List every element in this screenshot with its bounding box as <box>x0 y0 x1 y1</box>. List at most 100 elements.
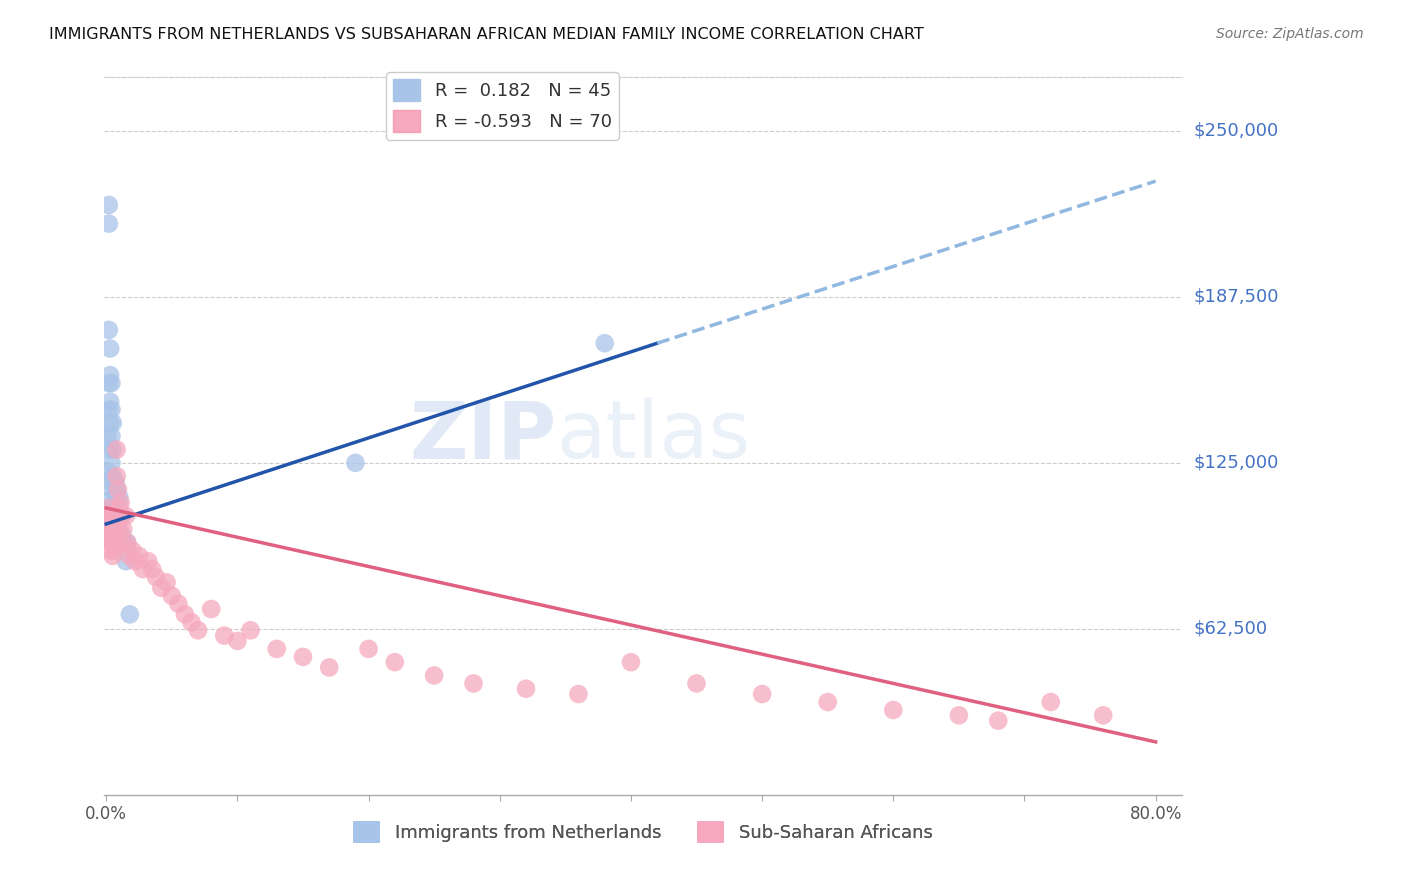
Point <box>463 676 485 690</box>
Point <box>100 429 122 443</box>
Point <box>187 624 209 638</box>
Point <box>291 649 314 664</box>
Point <box>97 198 120 212</box>
Point <box>115 508 138 523</box>
Point <box>107 496 129 510</box>
Point <box>423 668 446 682</box>
Text: atlas: atlas <box>557 397 751 475</box>
Text: Source: ZipAtlas.com: Source: ZipAtlas.com <box>1216 27 1364 41</box>
Point <box>97 516 120 531</box>
Point <box>101 469 124 483</box>
Point <box>987 714 1010 728</box>
Point <box>105 469 128 483</box>
Point <box>100 535 122 549</box>
Point <box>100 456 122 470</box>
Point <box>107 522 129 536</box>
Point <box>239 624 262 638</box>
Point <box>100 508 122 523</box>
Point <box>105 522 128 536</box>
Point <box>1039 695 1062 709</box>
Point <box>620 655 643 669</box>
Point <box>948 708 970 723</box>
Point <box>108 491 131 505</box>
Point <box>118 549 141 563</box>
Point <box>97 376 120 390</box>
Point <box>118 607 141 622</box>
Point <box>108 522 131 536</box>
Point <box>882 703 904 717</box>
Point <box>150 581 173 595</box>
Point <box>200 602 222 616</box>
Point <box>226 634 249 648</box>
Point <box>115 535 138 549</box>
Point <box>101 416 124 430</box>
Point <box>100 522 122 536</box>
Point <box>107 508 129 523</box>
Point <box>98 416 121 430</box>
Point <box>100 402 122 417</box>
Text: $187,500: $187,500 <box>1194 288 1278 306</box>
Point <box>111 535 134 549</box>
Point <box>98 475 121 489</box>
Point <box>174 607 197 622</box>
Point <box>110 508 132 523</box>
Point <box>104 491 127 505</box>
Point <box>136 554 159 568</box>
Point <box>112 522 135 536</box>
Point <box>101 508 124 523</box>
Point <box>100 376 122 390</box>
Legend: Immigrants from Netherlands, Sub-Saharan Africans: Immigrants from Netherlands, Sub-Saharan… <box>346 814 939 851</box>
Point <box>155 575 177 590</box>
Point <box>111 508 134 523</box>
Point <box>141 562 163 576</box>
Point <box>111 527 134 541</box>
Point <box>97 323 120 337</box>
Point <box>100 483 122 497</box>
Point <box>97 527 120 541</box>
Point <box>593 336 616 351</box>
Point <box>105 483 128 497</box>
Point <box>1092 708 1115 723</box>
Point <box>103 535 125 549</box>
Point <box>318 660 340 674</box>
Point <box>145 570 167 584</box>
Point <box>97 217 120 231</box>
Point <box>132 562 155 576</box>
Point <box>96 429 118 443</box>
Point <box>96 464 118 478</box>
Point <box>567 687 589 701</box>
Point <box>98 342 121 356</box>
Point <box>108 501 131 516</box>
Point <box>100 501 122 516</box>
Point <box>104 538 127 552</box>
Point <box>104 522 127 536</box>
Text: $250,000: $250,000 <box>1194 121 1278 139</box>
Point <box>128 549 150 563</box>
Point <box>98 533 121 547</box>
Point <box>167 597 190 611</box>
Point <box>180 615 202 630</box>
Point <box>357 641 380 656</box>
Point <box>105 442 128 457</box>
Point <box>124 554 146 568</box>
Text: $125,000: $125,000 <box>1194 454 1278 472</box>
Point <box>817 695 839 709</box>
Point <box>115 535 138 549</box>
Point <box>751 687 773 701</box>
Point <box>98 522 121 536</box>
Point <box>214 629 236 643</box>
Point <box>101 442 124 457</box>
Point <box>103 501 125 516</box>
Text: $62,500: $62,500 <box>1194 620 1267 638</box>
Point <box>110 496 132 510</box>
Point <box>121 543 143 558</box>
Point <box>515 681 537 696</box>
Point <box>101 549 124 563</box>
Text: IMMIGRANTS FROM NETHERLANDS VS SUBSAHARAN AFRICAN MEDIAN FAMILY INCOME CORRELATI: IMMIGRANTS FROM NETHERLANDS VS SUBSAHARA… <box>49 27 924 42</box>
Point <box>98 442 121 457</box>
Point <box>344 456 367 470</box>
Point <box>104 527 127 541</box>
Point <box>266 641 288 656</box>
Text: ZIP: ZIP <box>409 397 557 475</box>
Point <box>101 527 124 541</box>
